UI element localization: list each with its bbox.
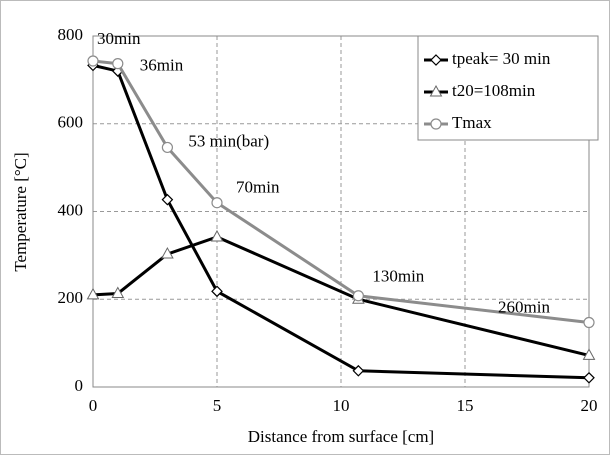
marker-circle bbox=[211, 197, 223, 209]
marker-diamond bbox=[583, 371, 595, 384]
marker-diamond bbox=[430, 54, 442, 66]
marker-diamond bbox=[161, 193, 174, 206]
series-line bbox=[92, 235, 590, 357]
marker-triangle bbox=[86, 287, 100, 300]
x-tick-label: 10 bbox=[333, 396, 350, 415]
annotation: 53 min(bar) bbox=[188, 131, 269, 150]
y-tick-label: 200 bbox=[58, 288, 84, 307]
legend-label: t20=108min bbox=[452, 81, 536, 100]
annotation: 70min bbox=[236, 178, 280, 197]
y-tick-label: 600 bbox=[58, 113, 84, 132]
marker-triangle bbox=[161, 247, 174, 259]
marker-triangle bbox=[582, 348, 596, 360]
x-tick-label: 5 bbox=[213, 396, 222, 415]
annotation: 260min bbox=[498, 297, 550, 316]
marker-circle bbox=[583, 316, 595, 329]
marker-circle bbox=[352, 290, 364, 302]
y-axis-title: Temperature [°C] bbox=[11, 152, 30, 271]
plot-area bbox=[92, 35, 590, 388]
marker-triangle bbox=[429, 84, 443, 97]
x-tick-label: 20 bbox=[581, 396, 598, 415]
legend-label: Tmax bbox=[452, 113, 492, 132]
x-axis-title: Distance from surface [cm] bbox=[248, 427, 434, 446]
x-tick-label: 15 bbox=[457, 396, 474, 415]
y-tick-label: 800 bbox=[58, 25, 84, 44]
annotation: 30min bbox=[97, 29, 141, 48]
marker-circle bbox=[87, 55, 99, 67]
marker-diamond bbox=[352, 364, 365, 377]
legend-box bbox=[417, 35, 599, 141]
marker-circle bbox=[161, 141, 173, 154]
marker-circle bbox=[430, 118, 442, 130]
marker-triangle bbox=[111, 286, 125, 299]
marker-triangle bbox=[210, 229, 224, 242]
annotation: 36min bbox=[140, 56, 184, 75]
y-tick-label: 0 bbox=[75, 376, 84, 395]
marker-circle bbox=[112, 58, 124, 70]
x-tick-label: 0 bbox=[89, 396, 98, 415]
annotation: 130min bbox=[372, 267, 424, 286]
marker-diamond bbox=[211, 285, 223, 298]
y-tick-label: 400 bbox=[58, 200, 84, 219]
legend-label: tpeak= 30 min bbox=[452, 49, 551, 68]
